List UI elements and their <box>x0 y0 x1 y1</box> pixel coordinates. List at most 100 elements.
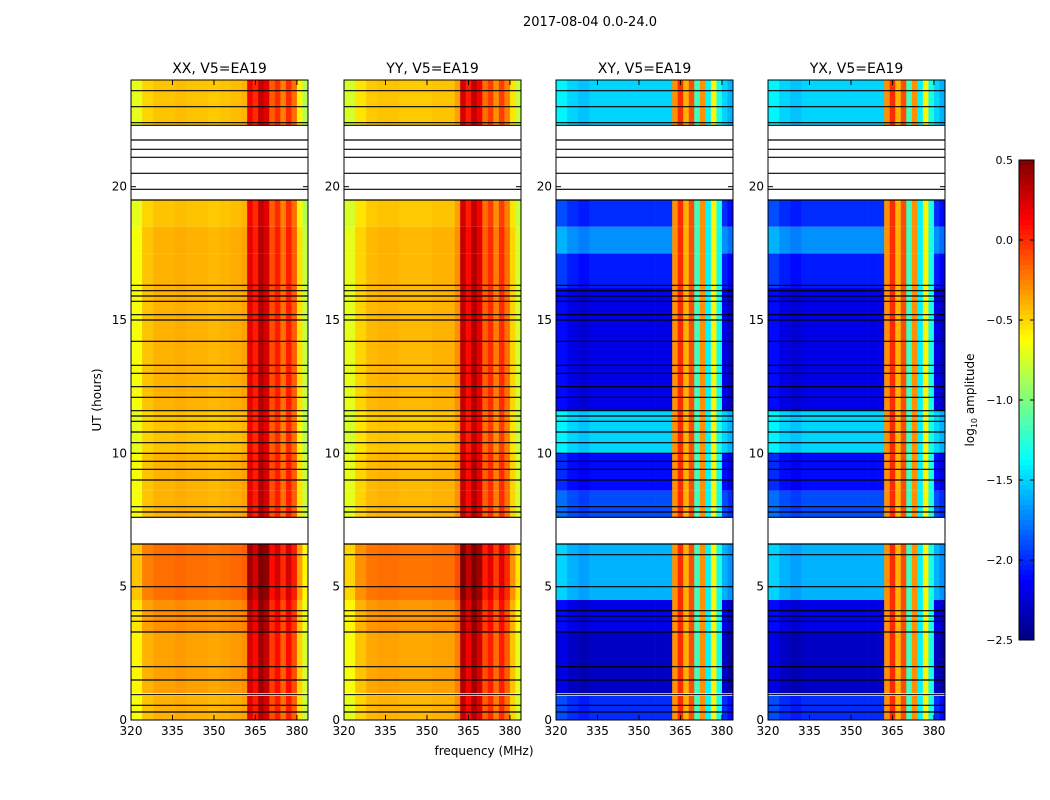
heatmap-cell <box>801 490 813 518</box>
heatmap-cell <box>694 490 701 518</box>
heatmap-cell <box>633 453 645 491</box>
heatmap-cell <box>366 490 378 518</box>
heatmap-cell <box>366 544 378 600</box>
heatmap-cell <box>823 696 835 720</box>
heatmap-cell <box>705 253 712 288</box>
heatmap-cell <box>186 490 198 518</box>
heatmap-cell <box>812 253 824 288</box>
heatmap-cell <box>399 80 411 126</box>
heatmap-cell <box>476 490 483 518</box>
heatmap-cell <box>790 632 802 694</box>
heatmap-cell <box>482 696 489 720</box>
heatmap-cell <box>779 288 791 411</box>
heatmap-cell <box>768 544 780 600</box>
colorbar-segment <box>1019 595 1034 601</box>
heatmap-cell <box>600 453 612 491</box>
colorbar-segment <box>1019 370 1034 376</box>
heatmap-cell <box>644 490 656 518</box>
heatmap-cell <box>465 453 472 491</box>
heatmap-cell <box>884 490 890 518</box>
heatmap-cell <box>812 696 824 720</box>
heatmap-cell <box>471 490 478 518</box>
heatmap-cell <box>366 453 378 491</box>
colorbar-segment <box>1019 605 1034 611</box>
heatmap-cell <box>219 288 231 411</box>
heatmap-cell <box>504 226 511 254</box>
heatmap-cell <box>432 632 444 694</box>
heatmap-cell <box>263 490 270 518</box>
heatmap-cell <box>779 632 791 694</box>
heatmap-cell <box>377 200 389 227</box>
heatmap-cell <box>252 200 259 227</box>
heatmap-cell <box>263 200 270 227</box>
heatmap-cell <box>509 453 516 491</box>
heatmap-cell <box>900 696 907 720</box>
colorbar-segment <box>1019 620 1034 626</box>
colorbar-segment <box>1019 340 1034 346</box>
heatmap-cell <box>567 226 579 254</box>
heatmap-cell <box>241 226 248 254</box>
heatmap-cell <box>197 453 209 491</box>
heatmap-cell <box>230 226 242 254</box>
colorbar-segment <box>1019 335 1034 341</box>
heatmap-cell <box>911 696 918 720</box>
heatmap-cell <box>895 696 902 720</box>
colorbar-segment <box>1019 220 1034 226</box>
heatmap-cell <box>644 696 656 720</box>
heatmap-cell <box>884 253 890 288</box>
heatmap-cell <box>432 453 444 491</box>
heatmap-cell <box>834 490 846 518</box>
heatmap-cell <box>939 80 946 126</box>
colorbar-segment <box>1019 610 1034 616</box>
heatmap-cell <box>856 632 868 694</box>
y-tick-label: 15 <box>749 313 764 327</box>
heatmap-cell <box>421 253 433 288</box>
heatmap-cell <box>252 80 259 126</box>
colorbar-segment <box>1019 270 1034 276</box>
heatmap-cell <box>421 544 433 600</box>
heatmap-cell <box>567 200 579 227</box>
heatmap-cell <box>867 80 879 126</box>
heatmap-cell <box>677 288 684 411</box>
heatmap-cell <box>727 453 734 491</box>
heatmap-cell <box>460 200 466 227</box>
heatmap-cell <box>164 453 176 491</box>
heatmap-cell <box>845 490 857 518</box>
heatmap-cell <box>443 696 455 720</box>
heatmap-cell <box>465 200 472 227</box>
heatmap-cell <box>504 632 511 694</box>
heatmap-cell <box>476 632 483 694</box>
heatmap-cell <box>258 544 265 600</box>
heatmap-cell <box>677 490 684 518</box>
heatmap-cell <box>285 226 292 254</box>
heatmap-cell <box>410 490 422 518</box>
heatmap-cell <box>465 80 472 126</box>
heatmap-cell <box>410 253 422 288</box>
x-tick-label: 365 <box>669 724 692 738</box>
heatmap-cell <box>482 80 489 126</box>
heatmap-cell <box>421 632 433 694</box>
heatmap-cell <box>197 696 209 720</box>
heatmap-cell <box>600 544 612 600</box>
heatmap-cell <box>219 490 231 518</box>
heatmap-cell <box>263 226 270 254</box>
heatmap-cell <box>219 226 231 254</box>
heatmap-cell <box>856 200 868 227</box>
heatmap-cell <box>556 490 568 518</box>
heatmap-cell <box>460 632 466 694</box>
heatmap-cell <box>142 288 154 411</box>
heatmap-cell <box>399 453 411 491</box>
heatmap-cell <box>377 453 389 491</box>
heatmap-cell <box>694 696 701 720</box>
heatmap-cell <box>454 696 461 720</box>
heatmap-cell <box>471 200 478 227</box>
heatmap-cell <box>219 696 231 720</box>
heatmap-cell <box>867 453 879 491</box>
heatmap-cell <box>710 200 717 227</box>
heatmap-cell <box>465 696 472 720</box>
heatmap-cell <box>197 200 209 227</box>
heatmap-cell <box>845 226 857 254</box>
heatmap-cell <box>801 453 813 491</box>
colorbar-tick-label: −1.0 <box>986 394 1013 407</box>
